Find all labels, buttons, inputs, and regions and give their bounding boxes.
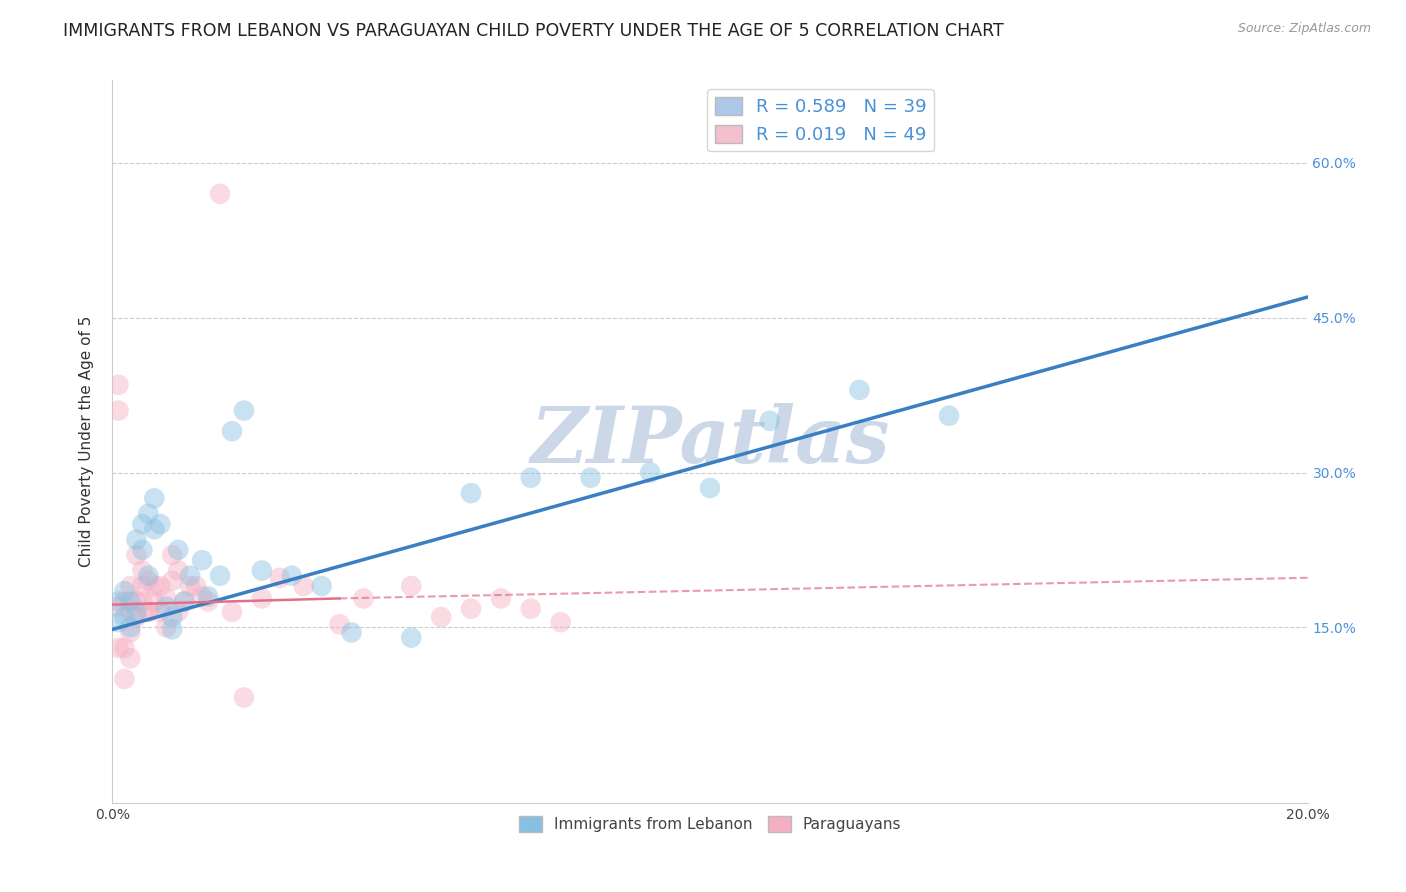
- Point: [114, 640, 135, 655]
- Point: [125, 548, 148, 562]
- Point: [340, 625, 363, 640]
- Point: [143, 579, 166, 593]
- Point: [131, 564, 153, 578]
- Point: [197, 594, 219, 608]
- Point: [520, 601, 543, 615]
- Point: [155, 620, 177, 634]
- Point: [125, 605, 148, 619]
- Point: [191, 590, 214, 604]
- Point: [759, 414, 782, 428]
- Point: [107, 640, 129, 655]
- Point: [162, 623, 183, 637]
- Point: [250, 564, 273, 578]
- Point: [149, 517, 172, 532]
- Point: [125, 533, 148, 547]
- Point: [640, 466, 662, 480]
- Point: [120, 605, 142, 619]
- Point: [107, 599, 129, 614]
- Point: [460, 601, 482, 615]
- Point: [114, 594, 135, 608]
- Point: [353, 591, 375, 606]
- Point: [107, 615, 129, 630]
- Point: [179, 568, 201, 582]
- Point: [149, 605, 172, 619]
- Point: [173, 594, 195, 608]
- Point: [107, 403, 129, 417]
- Point: [155, 591, 177, 606]
- Point: [520, 471, 543, 485]
- Point: [120, 620, 142, 634]
- Point: [430, 610, 453, 624]
- Point: [120, 579, 142, 593]
- Point: [489, 591, 512, 606]
- Point: [120, 625, 142, 640]
- Point: [120, 594, 142, 608]
- Point: [173, 594, 195, 608]
- Point: [191, 553, 214, 567]
- Point: [197, 590, 219, 604]
- Point: [107, 594, 129, 608]
- Point: [699, 481, 721, 495]
- Point: [250, 591, 273, 606]
- Text: IMMIGRANTS FROM LEBANON VS PARAGUAYAN CHILD POVERTY UNDER THE AGE OF 5 CORRELATI: IMMIGRANTS FROM LEBANON VS PARAGUAYAN CH…: [63, 22, 1004, 40]
- Point: [162, 548, 183, 562]
- Point: [401, 579, 423, 593]
- Point: [221, 424, 243, 438]
- Point: [269, 571, 291, 585]
- Point: [292, 579, 315, 593]
- Y-axis label: Child Poverty Under the Age of 5: Child Poverty Under the Age of 5: [79, 316, 94, 567]
- Point: [167, 564, 190, 578]
- Point: [138, 574, 160, 588]
- Legend: Immigrants from Lebanon, Paraguayans: Immigrants from Lebanon, Paraguayans: [513, 810, 907, 838]
- Point: [209, 568, 232, 582]
- Point: [149, 579, 172, 593]
- Point: [209, 186, 232, 201]
- Point: [167, 605, 190, 619]
- Point: [401, 631, 423, 645]
- Point: [162, 574, 183, 588]
- Point: [114, 584, 135, 599]
- Point: [329, 617, 352, 632]
- Point: [579, 471, 602, 485]
- Point: [143, 594, 166, 608]
- Point: [186, 579, 208, 593]
- Point: [138, 568, 160, 582]
- Point: [138, 605, 160, 619]
- Point: [550, 615, 572, 630]
- Point: [120, 651, 142, 665]
- Point: [179, 579, 201, 593]
- Text: Source: ZipAtlas.com: Source: ZipAtlas.com: [1237, 22, 1371, 36]
- Point: [167, 542, 190, 557]
- Point: [848, 383, 870, 397]
- Point: [131, 594, 153, 608]
- Point: [221, 605, 243, 619]
- Point: [311, 579, 333, 593]
- Point: [125, 594, 148, 608]
- Point: [233, 690, 256, 705]
- Point: [143, 491, 166, 506]
- Point: [162, 610, 183, 624]
- Point: [138, 507, 160, 521]
- Point: [138, 605, 160, 619]
- Point: [131, 542, 153, 557]
- Point: [460, 486, 482, 500]
- Point: [114, 610, 135, 624]
- Point: [155, 599, 177, 614]
- Text: ZIPatlas: ZIPatlas: [530, 403, 890, 480]
- Point: [938, 409, 960, 423]
- Point: [114, 672, 135, 686]
- Point: [143, 522, 166, 536]
- Point: [233, 403, 256, 417]
- Point: [125, 610, 148, 624]
- Point: [131, 517, 153, 532]
- Point: [131, 579, 153, 593]
- Point: [281, 568, 304, 582]
- Point: [107, 377, 129, 392]
